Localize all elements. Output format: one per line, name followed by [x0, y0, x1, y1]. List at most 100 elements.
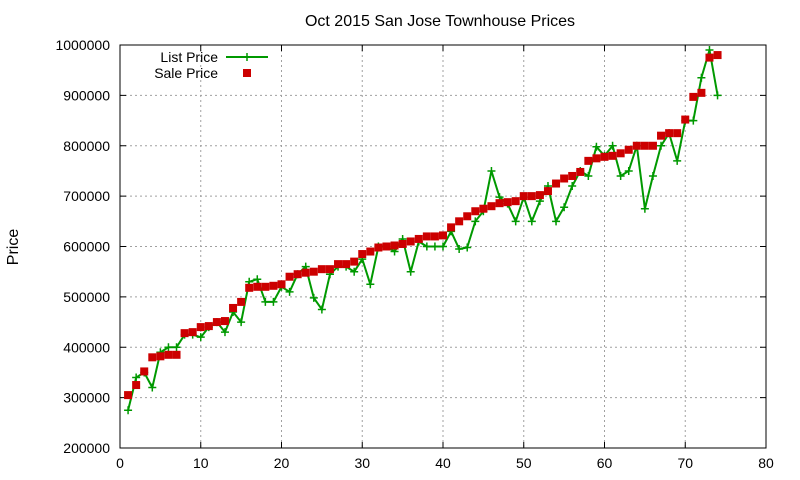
sale-price-point	[543, 187, 552, 196]
y-axis-label: Price	[5, 229, 22, 266]
list-price-point	[697, 73, 706, 82]
list-price-point	[640, 204, 649, 213]
x-tick-label: 40	[435, 455, 451, 471]
x-tick-label: 30	[354, 455, 370, 471]
list-price-point	[657, 141, 666, 150]
sale-price-point	[560, 174, 569, 183]
sale-price-point	[689, 92, 698, 101]
list-price-point	[220, 328, 229, 337]
sale-price-point	[253, 282, 262, 291]
sale-price-point	[124, 391, 133, 400]
y-tick-label: 300000	[63, 390, 110, 406]
sale-price-point	[681, 115, 690, 124]
y-tick-label: 400000	[63, 339, 110, 355]
sale-price-point	[204, 322, 213, 331]
sale-price-point	[624, 145, 633, 154]
list-price-point	[124, 406, 133, 415]
sale-price-point	[285, 272, 294, 281]
legend-marker-sale-price	[243, 69, 251, 77]
list-price-point	[552, 217, 561, 226]
sale-price-point	[511, 197, 520, 206]
list-price-point	[261, 297, 270, 306]
list-price-point	[422, 242, 431, 251]
sale-price-point	[374, 243, 383, 252]
plot-frame	[119, 44, 767, 449]
list-price-point	[511, 217, 520, 226]
legend-label-list-price: List Price	[160, 49, 218, 65]
list-price-point	[430, 242, 439, 251]
sale-price-point	[608, 151, 617, 160]
list-price-point	[253, 275, 262, 284]
sale-price-point	[309, 267, 318, 276]
sale-price-point	[592, 154, 601, 163]
list-price-point	[439, 242, 447, 251]
sale-price-point	[293, 270, 302, 279]
sale-price-point	[156, 352, 165, 361]
sale-price-point	[600, 152, 609, 161]
sale-price-point	[552, 179, 561, 188]
x-tick-label: 10	[193, 455, 209, 471]
legend-label-sale-price: Sale Price	[154, 65, 218, 81]
axis-ticks: 0 10 20 30 40 50 60 70 80 200000 300000 400000 50000…	[55, 37, 774, 471]
y-tick-label: 1000000	[55, 37, 110, 53]
sale-price-point	[640, 141, 649, 150]
sale-price-point	[495, 199, 504, 208]
sale-price-point	[148, 353, 157, 362]
sale-price-point	[317, 265, 326, 274]
sale-price-point	[463, 212, 472, 221]
list-price-point	[527, 217, 536, 226]
sale-price-point	[535, 191, 544, 200]
sale-price-point	[269, 281, 278, 290]
sale-price-point	[172, 350, 181, 359]
sale-price-point	[657, 131, 666, 140]
chart-title: Oct 2015 San Jose Townhouse Prices	[305, 13, 575, 30]
sale-price-point	[220, 317, 229, 326]
list-price-point	[568, 182, 577, 191]
sale-price-point	[261, 282, 270, 291]
sale-price-point	[237, 297, 246, 306]
sale-price-point	[301, 268, 310, 277]
list-price-point	[148, 383, 157, 392]
list-price-point	[455, 245, 464, 254]
list-price-point	[132, 373, 141, 382]
sale-price-point	[430, 232, 439, 241]
sale-price-point	[164, 350, 173, 359]
sale-price-point	[212, 318, 221, 327]
list-price-point	[673, 156, 682, 165]
series-layer	[124, 46, 722, 415]
list-price-point	[309, 293, 318, 302]
sale-price-point	[568, 171, 577, 180]
sale-price-point	[632, 141, 641, 150]
list-price-point	[317, 305, 326, 314]
sale-price-point	[277, 280, 286, 289]
sale-price-point	[229, 303, 238, 312]
sale-price-point	[390, 241, 399, 250]
list-price-point	[616, 171, 625, 180]
y-tick-label: 800000	[63, 138, 110, 154]
sale-price-point	[447, 223, 456, 232]
list-price-point	[713, 91, 722, 100]
list-price-point	[471, 217, 480, 226]
sale-price-point	[382, 242, 391, 251]
list-price-point	[463, 243, 472, 252]
list-price-point	[406, 267, 415, 276]
sale-price-point	[713, 51, 722, 60]
list-price-point	[164, 343, 173, 352]
list-price-point	[584, 171, 593, 180]
sale-price-point	[334, 260, 343, 269]
list-price-point	[285, 287, 294, 296]
y-tick-label: 700000	[63, 188, 110, 204]
list-price-point	[705, 46, 714, 55]
sale-price-point	[366, 247, 375, 256]
list-price-point	[592, 142, 601, 151]
sale-price-point	[673, 129, 682, 138]
sale-price-point	[188, 328, 197, 337]
sale-price-point	[180, 329, 189, 338]
sale-price-point	[487, 202, 496, 211]
list-price-point	[237, 318, 246, 327]
x-tick-label: 20	[274, 455, 290, 471]
legend-marker-list-price	[243, 53, 251, 61]
sale-price-point	[140, 367, 149, 376]
sale-price-point	[245, 283, 254, 292]
